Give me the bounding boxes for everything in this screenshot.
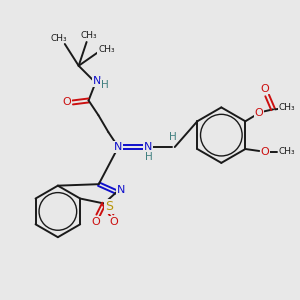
Text: H: H (169, 132, 177, 142)
Text: H: H (100, 80, 108, 90)
Text: O: O (110, 217, 118, 227)
Text: N: N (93, 76, 102, 85)
Text: O: O (261, 84, 269, 94)
Text: N: N (114, 142, 122, 152)
Text: N: N (144, 142, 152, 152)
Text: CH₃: CH₃ (279, 103, 295, 112)
Text: O: O (62, 98, 71, 107)
Text: O: O (92, 217, 100, 227)
Text: CH₃: CH₃ (98, 45, 115, 54)
Text: O: O (255, 108, 264, 118)
Text: H: H (145, 152, 153, 162)
Text: S: S (105, 200, 113, 213)
Text: O: O (261, 147, 269, 157)
Text: CH₃: CH₃ (80, 31, 97, 40)
Text: N: N (117, 185, 126, 195)
Text: CH₃: CH₃ (279, 148, 295, 157)
Text: CH₃: CH₃ (50, 34, 67, 43)
